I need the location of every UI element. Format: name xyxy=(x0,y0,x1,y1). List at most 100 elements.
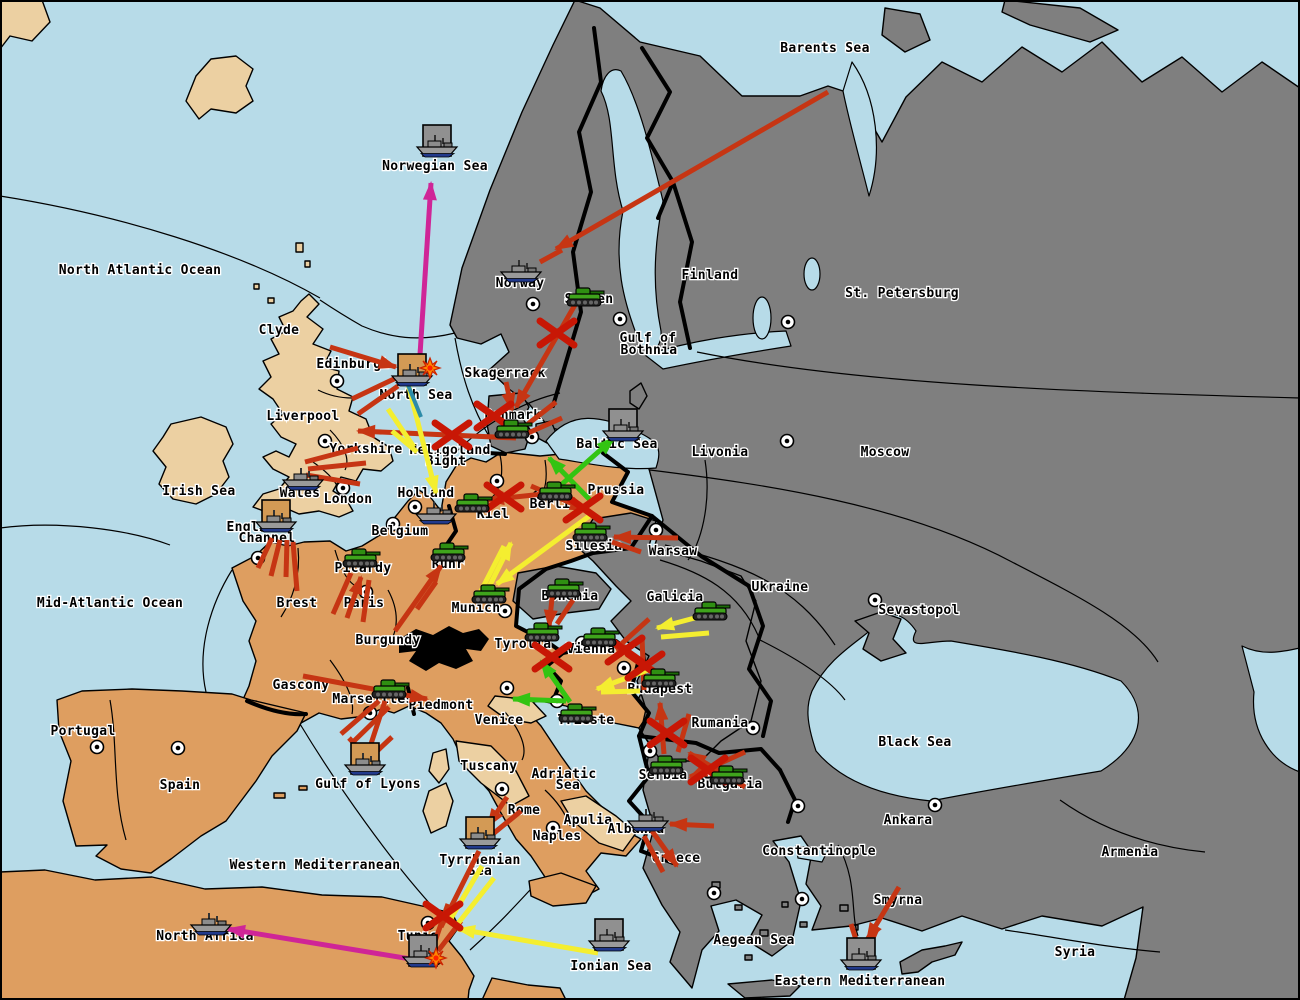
explosion-icon xyxy=(419,357,441,379)
label-aegean-sea: Aegean Sea xyxy=(713,933,794,948)
label-western-mediterranean: Western Mediterranean xyxy=(230,858,401,873)
order-arrow-red xyxy=(616,617,651,649)
land-sardinia[interactable] xyxy=(422,782,454,834)
label-bothnia: Bothnia xyxy=(621,343,678,358)
order-arrow-red xyxy=(356,424,517,441)
label-ukraine: Ukraine xyxy=(752,580,809,595)
land-corsica[interactable] xyxy=(428,748,450,784)
label-tyrrhenian: Tyrrhenian xyxy=(439,853,520,868)
land-libya-strip[interactable] xyxy=(481,977,567,1000)
order-arrow-yellow xyxy=(454,876,496,928)
dislodged-fleet-tunis[interactable] xyxy=(402,934,444,968)
bounce-x-mark xyxy=(422,900,464,932)
land-iceland[interactable] xyxy=(185,55,254,120)
land-gotland xyxy=(629,382,648,410)
supply-center-dot xyxy=(794,891,810,907)
label-naples: Naples xyxy=(533,829,582,844)
supply-center-dot xyxy=(867,592,883,608)
order-arrow-green xyxy=(547,456,594,504)
label-irish-sea: Irish Sea xyxy=(162,484,235,499)
supply-center-dot xyxy=(385,516,401,532)
label-moscow: Moscow xyxy=(861,445,910,460)
supply-center-dot xyxy=(790,798,806,814)
land-shetlands xyxy=(253,242,311,304)
label-belgium: Belgium xyxy=(372,524,429,539)
supply-center-dot xyxy=(494,781,510,797)
label-munich: Munich xyxy=(452,601,501,616)
aegean-islands xyxy=(711,881,859,961)
order-arrow-red xyxy=(649,829,680,868)
order-arrow-red xyxy=(356,383,400,417)
supply-center-dot xyxy=(499,680,515,696)
dislodged-fleet-baltic-sea[interactable] xyxy=(602,408,644,442)
land-ireland[interactable] xyxy=(152,416,234,505)
land-iberia[interactable] xyxy=(56,688,307,874)
bounce-x-mark xyxy=(646,717,688,749)
land-crete xyxy=(727,979,801,999)
supply-center-dot xyxy=(612,311,628,327)
order-arrow-magenta xyxy=(226,924,430,965)
order-arrow-red xyxy=(366,700,388,751)
order-arrow-yellow xyxy=(385,407,417,449)
supply-center-dot xyxy=(407,499,423,515)
order-arrow-red xyxy=(304,445,359,465)
dislodged-fleet-gulf-of-lyons[interactable] xyxy=(344,742,386,776)
bounce-x-mark xyxy=(483,481,525,513)
label-ankara: Ankara xyxy=(884,813,933,828)
order-arrow-green xyxy=(538,659,573,704)
label-spain: Spain xyxy=(160,778,201,793)
order-arrow-red xyxy=(283,539,290,578)
dislodged-fleet-eastern-mediterranean[interactable] xyxy=(840,937,882,971)
label-finland: Finland xyxy=(682,268,739,283)
label-brest: Brest xyxy=(277,596,318,611)
sea-of-marmara xyxy=(795,845,829,863)
dislodged-fleet-norwegian-sea[interactable] xyxy=(416,124,458,158)
order-arrow-red xyxy=(554,598,576,626)
supply-center-dot xyxy=(545,820,561,836)
order-arrow-yellow xyxy=(456,924,599,956)
label-livonia: Livonia xyxy=(692,445,749,460)
label-smyrna: Smyrna xyxy=(874,893,923,908)
label-armenia: Armenia xyxy=(1102,845,1159,860)
label-apulia: Apulia xyxy=(564,813,613,828)
order-arrow-red xyxy=(360,579,372,623)
label-tuscany: Tuscany xyxy=(461,759,518,774)
label-portugal: Portugal xyxy=(50,724,115,739)
dislodged-fleet-north-sea[interactable] xyxy=(391,353,433,387)
label-rumania: Rumania xyxy=(692,716,749,731)
label-st-petersburg: St. Petersburg xyxy=(845,286,959,301)
order-arrow-red xyxy=(538,247,564,265)
arctic-islands xyxy=(881,0,1119,53)
order-arrow-red xyxy=(414,580,439,611)
gulf-of-finland-water xyxy=(644,330,792,370)
label-clyde: Clyde xyxy=(259,323,300,338)
dislodged-fleet-ionian-sea[interactable] xyxy=(588,918,630,952)
order-arrow-red xyxy=(641,834,666,874)
order-arrow-red xyxy=(339,699,381,736)
dislodged-fleet-english-channel[interactable] xyxy=(255,499,297,533)
supply-center-dot xyxy=(745,720,761,736)
label-syria: Syria xyxy=(1055,945,1096,960)
land-tuscany[interactable] xyxy=(455,740,530,807)
dislodged-fleet-tyrrhenian-sea[interactable] xyxy=(459,816,501,850)
order-arrow-yellow xyxy=(495,511,594,587)
order-arrow-red xyxy=(307,460,367,472)
land-switzerland xyxy=(399,626,489,671)
label-sea: Sea xyxy=(556,778,580,793)
order-arrow-red xyxy=(344,575,364,619)
lake-ladoga xyxy=(752,296,772,340)
supply-center-dot xyxy=(779,433,795,449)
caspian-water xyxy=(1241,645,1300,773)
land-apulia-naples[interactable] xyxy=(560,795,637,852)
label-sevastopol: Sevastopol xyxy=(878,603,959,618)
order-arrow-yellow xyxy=(484,541,514,593)
order-arrow-yellow xyxy=(390,429,419,454)
supply-center-dot xyxy=(329,373,345,389)
label-liverpool: Liverpool xyxy=(266,409,339,424)
label-venice: Venice xyxy=(475,713,524,728)
order-arrow-red xyxy=(513,289,586,409)
land-sicily[interactable] xyxy=(528,872,597,907)
